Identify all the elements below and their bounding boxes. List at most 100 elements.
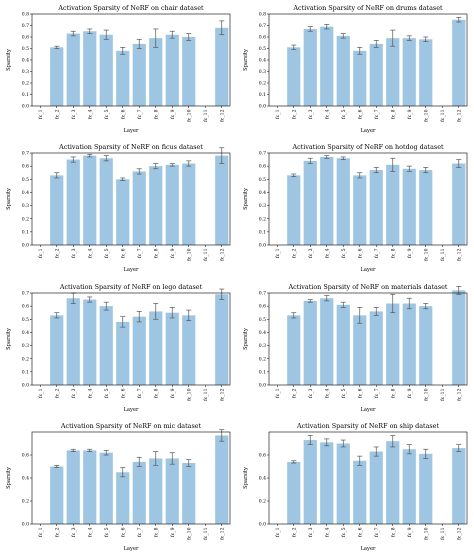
bar-fc_2 <box>287 461 301 524</box>
chart-panel-7: Activation Sparsity of NeRF on mic datas… <box>0 418 237 557</box>
x-tick-label: fc_1 <box>38 109 44 119</box>
bar-fc_4 <box>83 450 97 524</box>
x-tick-label: fc_8 <box>153 248 159 258</box>
x-axis-label: Layer <box>123 267 139 273</box>
error-bar-fc_8 <box>390 435 396 448</box>
bar-fc_12 <box>215 27 229 106</box>
error-bar-fc_2 <box>54 45 60 49</box>
y-tick-label: 0.5 <box>259 317 266 323</box>
error-bar-fc_8 <box>153 303 159 320</box>
y-tick-label: 0.6 <box>259 164 266 170</box>
x-tick-label: fc_7 <box>137 248 143 258</box>
x-tick-label: fc_8 <box>153 388 159 398</box>
x-tick-label: fc_12 <box>219 248 225 260</box>
error-bar-fc_9 <box>406 444 412 455</box>
x-tick-label: fc_4 <box>87 527 93 537</box>
error-bar-fc_5 <box>103 450 109 456</box>
bar-fc_3 <box>66 450 80 524</box>
bar-fc_5 <box>99 452 113 524</box>
bar-fc_4 <box>320 442 334 524</box>
x-tick-label: fc_1 <box>38 388 44 398</box>
x-tick-label: fc_10 <box>186 109 192 121</box>
bar-fc_9 <box>402 303 416 385</box>
error-bar-fc_5 <box>340 301 346 308</box>
bar-fc_10 <box>419 306 433 385</box>
x-tick-label: fc_3 <box>308 388 314 398</box>
x-tick-label: fc_8 <box>390 248 396 258</box>
chart-title: Activation Sparsity of NeRF on ship data… <box>296 422 439 430</box>
bar-fc_5 <box>336 304 350 385</box>
chart-panel-1: Activation Sparsity of NeRF on chair dat… <box>0 0 237 139</box>
error-bar-fc_3 <box>307 435 313 445</box>
bar-fc_2 <box>287 47 301 106</box>
bar-fc_7 <box>132 461 146 524</box>
error-bar-fc_4 <box>87 28 93 34</box>
bar-fc_6 <box>116 472 130 524</box>
x-tick-label: fc_5 <box>341 109 347 119</box>
bar-fc_9 <box>165 312 179 385</box>
error-bar-fc_9 <box>169 307 175 319</box>
x-tick-label: fc_7 <box>137 527 143 537</box>
error-bar-fc_5 <box>340 439 346 448</box>
y-tick-label: 0.4 <box>22 190 29 196</box>
error-bar-fc_8 <box>153 451 159 466</box>
error-bar-fc_7 <box>136 456 142 467</box>
error-bar-fc_9 <box>169 30 175 39</box>
x-tick-label: fc_1 <box>275 109 281 119</box>
bar-fc_6 <box>116 50 130 106</box>
x-tick-label: fc_10 <box>423 388 429 400</box>
x-tick-label: fc_3 <box>71 109 77 119</box>
x-tick-label: fc_12 <box>456 388 462 400</box>
y-tick-label: 0.4 <box>22 330 29 336</box>
chart-panel-3: Activation Sparsity of NeRF on ficus dat… <box>0 139 237 278</box>
bar-fc_3 <box>66 298 80 385</box>
x-tick-label: fc_3 <box>308 248 314 258</box>
y-tick-label: 0.3 <box>259 69 266 75</box>
bar-fc_7 <box>132 316 146 385</box>
error-bar-fc_7 <box>136 311 142 323</box>
x-tick-label: fc_5 <box>104 388 110 398</box>
error-bar-fc_5 <box>340 33 346 39</box>
x-tick-label: fc_5 <box>341 527 347 537</box>
error-bar-fc_3 <box>307 26 313 32</box>
error-bar-fc_2 <box>291 44 297 51</box>
y-tick-label: 0.5 <box>22 317 29 323</box>
bar-fc_5 <box>336 158 350 245</box>
chart-title: Activation Sparsity of NeRF on chair dat… <box>57 4 204 12</box>
bar-fc_10 <box>419 453 433 524</box>
bar-fc_9 <box>165 458 179 524</box>
error-bar-fc_5 <box>103 29 109 40</box>
bar-fc_2 <box>50 175 64 245</box>
x-tick-label: fc_12 <box>219 388 225 400</box>
y-tick-label: 0.2 <box>22 499 29 505</box>
error-bar-fc_10 <box>423 36 429 42</box>
error-bar-fc_12 <box>219 429 225 442</box>
y-tick-label: 0.0 <box>22 243 29 249</box>
y-tick-label: 0.0 <box>22 104 29 110</box>
bar-fc_5 <box>336 35 350 106</box>
bar-fc_3 <box>303 300 317 385</box>
bar-fc_6 <box>353 50 367 106</box>
error-bar-fc_7 <box>373 40 379 48</box>
x-tick-label: fc_11 <box>440 527 446 539</box>
x-tick-label: fc_10 <box>423 248 429 260</box>
y-tick-label: 0.8 <box>22 12 29 18</box>
x-tick-label: fc_8 <box>390 527 396 537</box>
error-bar-fc_5 <box>103 155 109 162</box>
y-tick-label: 0.4 <box>259 476 266 482</box>
chart-title: Activation Sparsity of NeRF on mic datas… <box>60 422 202 430</box>
x-tick-label: fc_9 <box>407 388 413 398</box>
x-tick-label: fc_7 <box>137 388 143 398</box>
x-tick-label: fc_1 <box>38 248 44 258</box>
error-bar-fc_12 <box>456 444 462 452</box>
chart-panel-4: Activation Sparsity of NeRF on hotdog da… <box>237 139 474 278</box>
x-tick-label: fc_7 <box>374 109 380 119</box>
x-tick-label: fc_6 <box>120 527 126 537</box>
x-tick-label: fc_6 <box>120 109 126 119</box>
bar-fc_3 <box>66 159 80 245</box>
y-tick-label: 0.7 <box>259 151 266 157</box>
error-bar-fc_12 <box>219 20 225 36</box>
bar-fc_10 <box>182 463 196 524</box>
bar-chart: Activation Sparsity of NeRF on drums dat… <box>243 4 468 134</box>
